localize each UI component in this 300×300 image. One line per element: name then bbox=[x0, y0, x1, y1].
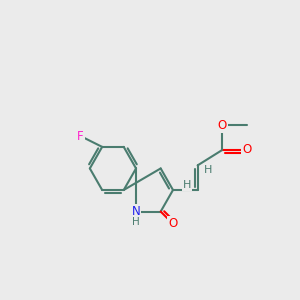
Text: H: H bbox=[183, 180, 191, 190]
Text: O: O bbox=[168, 218, 178, 230]
Text: F: F bbox=[77, 130, 84, 142]
Text: O: O bbox=[218, 119, 227, 132]
Text: H: H bbox=[204, 165, 213, 175]
Text: H: H bbox=[132, 217, 140, 227]
Text: N: N bbox=[132, 205, 140, 218]
Text: O: O bbox=[242, 143, 251, 157]
